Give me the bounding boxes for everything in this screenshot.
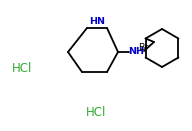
Text: HN: HN xyxy=(89,18,105,26)
Text: HCl: HCl xyxy=(12,61,32,75)
Text: Br: Br xyxy=(138,43,149,53)
Text: NH: NH xyxy=(128,48,144,56)
Text: HCl: HCl xyxy=(86,105,106,119)
